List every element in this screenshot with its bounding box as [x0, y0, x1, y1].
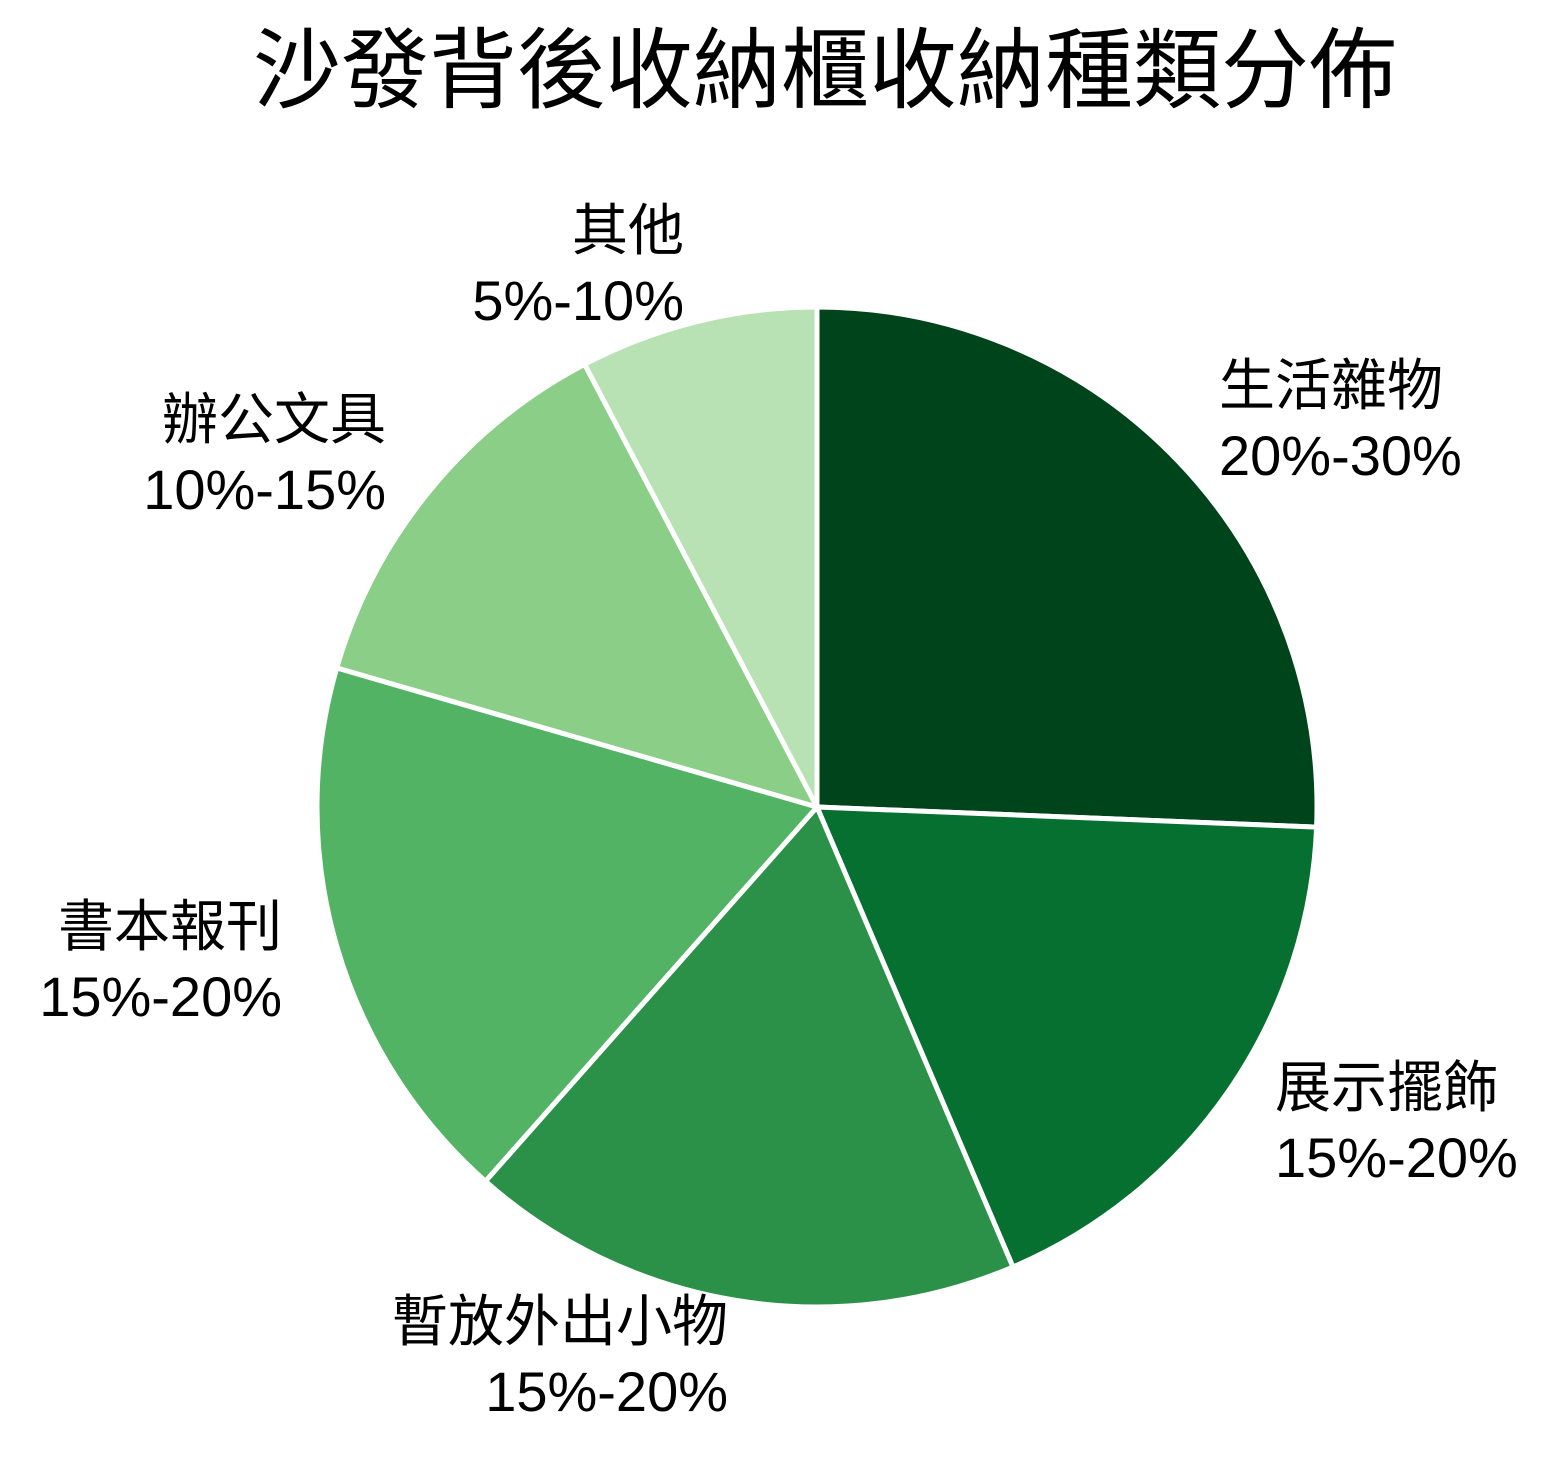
chart-title: 沙發背後收納櫃收納種類分佈: [252, 21, 1397, 120]
pie-slice-3: [482, 804, 1016, 1310]
pie-slice-1: [814, 304, 1320, 830]
pie-slice-4: [314, 665, 820, 1184]
pie-slice-5: [334, 361, 820, 810]
pie-slice-6: [582, 304, 820, 810]
pie-slice-2: [814, 804, 1320, 1270]
